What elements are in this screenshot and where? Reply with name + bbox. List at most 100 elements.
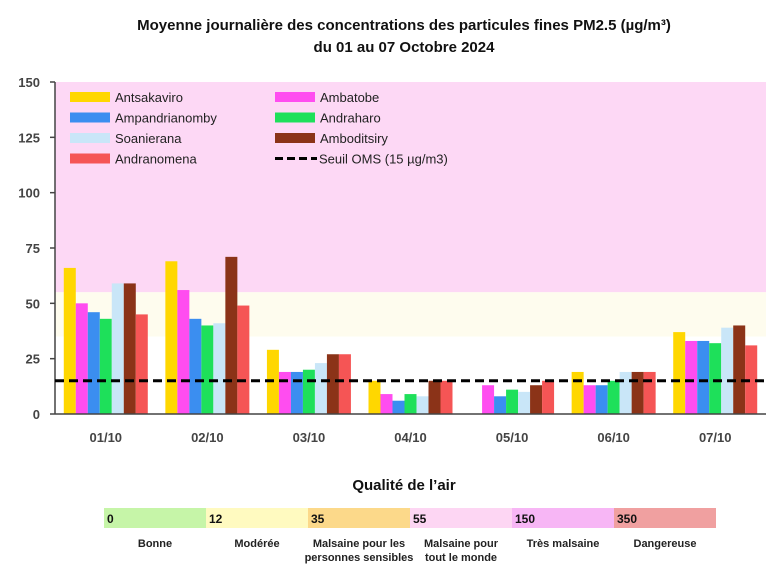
bar-andranomena xyxy=(338,354,351,414)
scale-label: Modérée xyxy=(234,538,279,550)
scale-label: Bonne xyxy=(138,538,172,550)
scale-label: Dangereuse xyxy=(634,538,697,550)
bar-ambatobe xyxy=(75,303,88,414)
bar-ambatobe xyxy=(380,394,393,414)
bar-amboditsiry xyxy=(123,283,136,414)
y-tick-label: 100 xyxy=(18,186,40,201)
legend-swatch xyxy=(70,92,110,102)
scale-value: 55 xyxy=(413,512,427,526)
x-tick-label: 04/10 xyxy=(394,430,427,445)
background-band xyxy=(55,292,766,337)
bar-andraharo xyxy=(709,343,722,414)
bar-andraharo xyxy=(607,380,620,414)
bar-antsakaviro xyxy=(673,332,686,414)
x-tick-label: 01/10 xyxy=(90,430,123,445)
y-tick-label: 50 xyxy=(26,296,40,311)
bar-ampandrianomby xyxy=(290,371,303,414)
bar-amboditsiry xyxy=(631,371,644,414)
legend-swatch xyxy=(70,133,110,143)
bar-ampandrianomby xyxy=(189,318,202,414)
background-band xyxy=(55,82,766,293)
bar-andranomena xyxy=(542,380,555,414)
bar-andraharo xyxy=(302,369,315,414)
bar-amboditsiry xyxy=(530,385,543,414)
chart-subtitle: du 01 au 07 Octobre 2024 xyxy=(314,39,496,56)
scale-label: Malsaine pour les xyxy=(313,538,405,550)
legend-swatch xyxy=(70,153,110,164)
background-bands xyxy=(55,82,766,337)
scale-segment xyxy=(308,508,410,528)
bar-antsakaviro xyxy=(63,267,76,414)
bar-antsakaviro xyxy=(165,261,178,414)
bar-soanierana xyxy=(518,391,531,414)
bar-andranomena xyxy=(745,345,758,414)
x-tick-label: 02/10 xyxy=(191,430,224,445)
legend-swatch xyxy=(275,112,315,123)
bar-andranomena xyxy=(135,314,148,414)
x-axis: 01/10 02/10 03/10 04/10 05/10 06/10 07/10 xyxy=(55,413,766,445)
scale-label: personnes sensibles xyxy=(305,552,414,564)
bar-antsakaviro xyxy=(571,371,584,414)
scale-value: 35 xyxy=(311,512,325,526)
y-tick-label: 125 xyxy=(18,130,40,145)
scale-segment xyxy=(614,508,716,528)
legend-swatch xyxy=(275,133,315,143)
air-quality-title: Qualité de l’air xyxy=(352,477,456,494)
bar-ampandrianomby xyxy=(494,396,507,414)
scale-value: 350 xyxy=(617,512,637,526)
bar-soanierana xyxy=(416,396,429,414)
bar-andranomena xyxy=(643,371,656,414)
bar-ambatobe xyxy=(278,371,291,414)
bar-ampandrianomby xyxy=(697,340,710,414)
bar-soanierana xyxy=(111,283,124,414)
bar-andranomena xyxy=(237,305,250,414)
bar-ambatobe xyxy=(177,290,190,414)
bar-andraharo xyxy=(99,318,112,414)
bar-ampandrianomby xyxy=(595,385,608,414)
scale-value: 150 xyxy=(515,512,535,526)
bar-antsakaviro xyxy=(368,380,381,414)
y-tick-label: 0 xyxy=(33,407,40,422)
scale-value: 0 xyxy=(107,512,114,526)
legend-label: Amboditsiry xyxy=(320,131,388,146)
bar-amboditsiry xyxy=(225,256,238,414)
legend-label: Soanierana xyxy=(115,131,182,146)
scale-segment xyxy=(512,508,614,528)
bar-soanierana xyxy=(619,371,632,414)
legend-label: Ampandrianomby xyxy=(115,111,217,126)
legend-label: Andraharo xyxy=(320,111,381,126)
bar-ampandrianomby xyxy=(392,400,405,414)
legend: Antsakaviro Ambatobe Ampandrianomby Andraha… xyxy=(70,90,448,167)
legend-label: Ambatobe xyxy=(320,90,379,105)
bar-andranomena xyxy=(440,380,453,414)
air-quality-scale: 0 Bonne 12 Modérée 35 Malsaine pour les person… xyxy=(104,508,716,564)
legend-swatch xyxy=(70,112,110,123)
scale-label: Malsaine pour xyxy=(424,538,499,550)
bar-andraharo xyxy=(404,394,417,414)
y-tick-label: 75 xyxy=(26,241,40,256)
bar-soanierana xyxy=(721,327,734,414)
y-tick-label: 150 xyxy=(18,75,40,90)
legend-label: Antsakaviro xyxy=(115,90,183,105)
bar-andraharo xyxy=(201,325,214,414)
x-tick-label: 07/10 xyxy=(699,430,732,445)
legend-label: Andranomena xyxy=(115,152,197,167)
chart-title: Moyenne journalière des concentrations d… xyxy=(137,17,671,34)
x-tick-label: 03/10 xyxy=(293,430,326,445)
bar-andraharo xyxy=(506,389,519,414)
bar-amboditsiry xyxy=(326,354,339,414)
bar-ambatobe xyxy=(685,340,698,414)
bar-amboditsiry xyxy=(428,380,441,414)
scale-label: tout le monde xyxy=(425,552,497,564)
scale-label: Très malsaine xyxy=(527,538,600,550)
scale-value: 12 xyxy=(209,512,223,526)
bar-ambatobe xyxy=(583,385,596,414)
bar-soanierana xyxy=(314,363,327,414)
bar-ampandrianomby xyxy=(87,312,100,414)
legend-label: Seuil OMS (15 µg/m3) xyxy=(319,152,448,167)
bar-soanierana xyxy=(213,323,226,414)
scale-segment xyxy=(410,508,512,528)
y-tick-label: 25 xyxy=(26,352,40,367)
legend-swatch xyxy=(275,92,315,102)
